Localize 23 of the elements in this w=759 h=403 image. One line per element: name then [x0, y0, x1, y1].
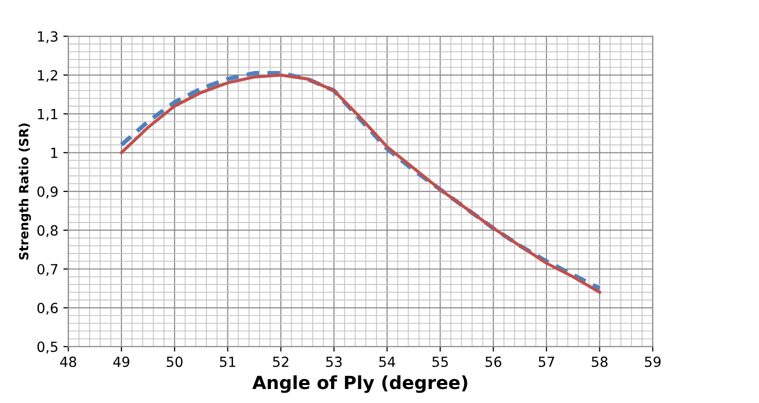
x-tick-label: 52	[273, 356, 288, 368]
y-tick-label: 1,2	[38, 70, 58, 82]
x-axis-title: Angle of Ply (degree)	[252, 375, 468, 393]
x-tick-label: 53	[326, 356, 342, 368]
x-tick-label: 57	[538, 356, 554, 368]
y-tick-label: 0,5	[37, 342, 58, 354]
y-tick-label: 1,3	[38, 31, 58, 44]
y-axis-title: Strength Ratio (SR)	[18, 123, 31, 260]
x-tick-label: 49	[113, 356, 130, 368]
y-tick-label: 0,9	[37, 186, 58, 198]
y-tick-label: 0,8	[37, 225, 58, 238]
x-tick-label: 50	[166, 356, 182, 368]
x-tick-label: 51	[220, 356, 236, 368]
y-tick-label: 1,1	[38, 109, 58, 121]
y-tick-label: 0,7	[37, 264, 58, 276]
x-tick-label: 48	[60, 356, 76, 368]
x-tick-label: 55	[432, 356, 448, 368]
x-tick-label: 58	[592, 356, 608, 368]
y-tick-label: 0,6	[37, 302, 58, 315]
x-tick-label: 54	[379, 356, 396, 368]
y-tick-label: 1	[51, 148, 58, 158]
x-tick-label: 56	[486, 356, 502, 368]
x-tick-label: 59	[644, 356, 661, 368]
